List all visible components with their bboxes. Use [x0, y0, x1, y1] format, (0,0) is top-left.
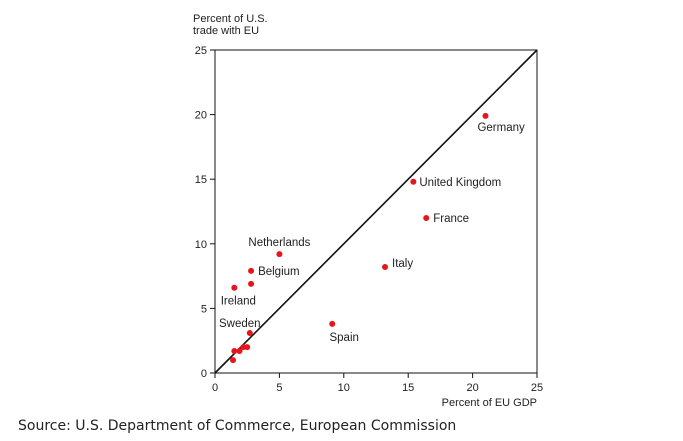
data-point — [230, 357, 237, 364]
x-tick-label: 25 — [531, 382, 543, 394]
point-label: Netherlands — [248, 237, 310, 249]
point-label: Sweden — [219, 318, 261, 330]
data-point — [236, 348, 243, 355]
x-tick-label: 5 — [276, 382, 282, 394]
point-label: Belgium — [258, 266, 300, 278]
data-points — [230, 112, 489, 364]
point-label: Spain — [329, 332, 358, 344]
x-tick-label: 15 — [402, 382, 414, 394]
point-label: Ireland — [221, 296, 256, 308]
data-point — [276, 251, 283, 258]
y-axis-title-line-2: trade with EU — [193, 25, 259, 37]
y-axis-ticks: 0 5 10 15 20 25 — [195, 45, 215, 380]
data-point — [248, 280, 255, 287]
y-axis-title-line-1: Percent of U.S. — [193, 13, 268, 25]
x-tick-label: 20 — [466, 382, 478, 394]
point-label: United Kingdom — [419, 177, 501, 189]
point-label: Italy — [392, 258, 413, 270]
data-point — [482, 112, 489, 119]
x-tick-label: 10 — [338, 382, 350, 394]
data-point — [329, 320, 336, 327]
plot-frame — [214, 49, 538, 374]
data-point — [423, 214, 430, 221]
y-tick-label: 0 — [201, 368, 207, 380]
data-point — [231, 284, 238, 291]
data-point — [410, 178, 417, 185]
data-point — [382, 264, 389, 271]
y-tick-label: 25 — [195, 45, 207, 57]
point-label: France — [433, 213, 469, 225]
data-point — [240, 344, 247, 351]
data-point — [231, 348, 238, 355]
x-tick-label: 0 — [212, 382, 218, 394]
source-note: Source: U.S. Department of Commerce, Eur… — [18, 418, 457, 434]
y-tick-label: 15 — [195, 174, 207, 186]
y-tick-label: 5 — [201, 303, 207, 315]
y-tick-label: 20 — [195, 110, 207, 122]
y-tick-label: 10 — [195, 239, 207, 251]
data-point — [248, 267, 255, 274]
x-axis-title: Percent of EU GDP — [442, 397, 537, 409]
equality-reference-line — [214, 49, 538, 374]
data-point — [246, 329, 253, 336]
x-axis-ticks: 0 5 10 15 20 25 — [212, 373, 543, 394]
point-label: Germany — [477, 122, 525, 134]
point-labels: Germany United Kingdom France Italy Spain Net… — [219, 122, 525, 344]
